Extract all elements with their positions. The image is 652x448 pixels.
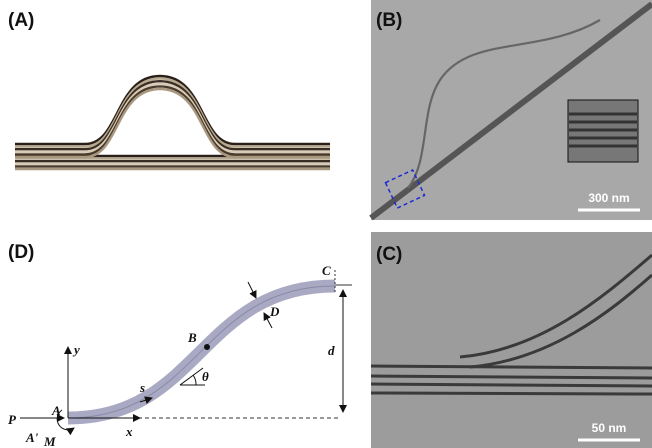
tube — [15, 74, 330, 146]
panel-label: (C) — [376, 244, 402, 265]
panel-b: (B) 300 nm — [369, 0, 652, 221]
diagram-label: θ — [202, 369, 209, 384]
width-arrow — [247, 281, 257, 299]
micrograph — [371, 232, 652, 448]
inset — [567, 99, 639, 163]
point-b — [204, 344, 210, 350]
diagram-label: s — [139, 380, 145, 395]
tube — [15, 87, 330, 159]
panel-a: (A) — [8, 10, 330, 171]
panel-label: (B) — [376, 10, 402, 31]
diagram-label: A — [51, 403, 61, 418]
diagram-label: M — [43, 434, 56, 448]
scale-bar-label: 300 nm — [588, 191, 629, 205]
tangent — [179, 367, 204, 386]
scale-bar-label: 50 nm — [592, 421, 627, 435]
tube — [15, 79, 330, 151]
s-arrow — [139, 396, 153, 405]
diagram-label: d — [328, 343, 335, 358]
nanotube-bundle-model — [15, 74, 330, 171]
panel-c: (C) 50 nm — [370, 232, 652, 448]
loop — [407, 19, 601, 189]
panel-label: (A) — [8, 10, 34, 31]
tube — [15, 82, 330, 153]
diagram-label: y — [72, 342, 80, 357]
theta-arc — [192, 374, 197, 386]
diagram-label: P — [8, 412, 17, 427]
zoom-box — [384, 168, 426, 210]
diagram-labels: C D Bd θ s y x P A A' M — [8, 263, 335, 448]
rod-axis — [67, 285, 336, 419]
tube — [15, 85, 330, 156]
diagram-label: A' — [25, 430, 39, 445]
panel-d: (D) C D Bd θ s y x P A A' M — [8, 242, 352, 448]
diagram-label: x — [125, 424, 133, 439]
diagram-label: C — [322, 263, 331, 278]
moment-arrow — [56, 409, 75, 436]
panel-label: (D) — [8, 242, 34, 263]
width-arrow — [263, 312, 273, 329]
tube — [15, 77, 330, 148]
rod — [67, 279, 336, 425]
diagram-label: B — [187, 330, 197, 345]
diagram-label: D — [269, 304, 280, 319]
